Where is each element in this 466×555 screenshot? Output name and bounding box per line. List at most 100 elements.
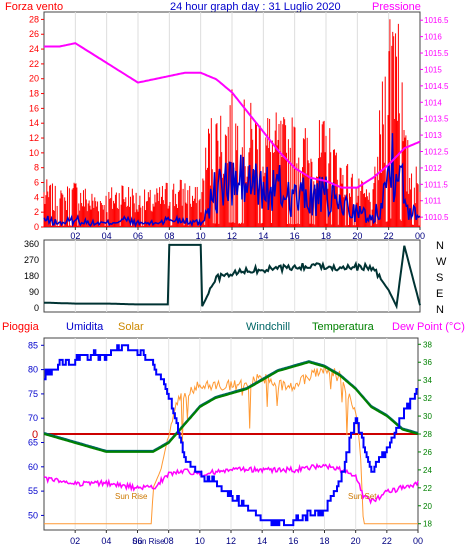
sun-set-label: Sun Set	[348, 492, 377, 501]
pressure-line	[44, 42, 421, 189]
pressure-tick-label: 1012.5	[424, 148, 449, 157]
pressure-tick-label: 1016.5	[424, 16, 449, 25]
time-tick-label: 14	[258, 231, 268, 241]
time-tick-label: 18	[319, 536, 329, 546]
dewpoint-label: Dew Point (°C)	[392, 321, 465, 333]
time-tick-label: 14	[257, 536, 267, 546]
panel3-time-axis: 02 04 06 08 10 12 14 16 18 20 22 00 Sun Rise	[70, 530, 423, 546]
gust-line	[43, 133, 421, 228]
windchill-line	[43, 360, 419, 452]
humidity-tick-label: 75	[28, 389, 38, 399]
wind-tick-label: 10	[29, 148, 39, 158]
temperature-line	[43, 361, 419, 453]
pressure-tick-label: 1014.5	[424, 82, 449, 91]
wind-tick-label: 12	[29, 133, 39, 143]
humidity-line	[44, 344, 418, 527]
wind-force-label: Forza vento	[5, 1, 63, 13]
wind-tick-label: 0	[34, 222, 39, 232]
direction-tick-label: 360	[24, 239, 39, 249]
pressure-axis: 1010.5 1011 1011.5 1012 1012.5 1013 1013.5 1014…	[420, 16, 449, 222]
sun-rise-label: Sun Rise	[115, 492, 148, 501]
compass-label: W	[436, 256, 447, 268]
humidity-tick-label: 60	[28, 462, 38, 472]
wind-pressure-panel: Forza vento 24 hour graph day : 31 Lugli…	[5, 1, 449, 241]
pressure-tick-label: 1012	[424, 164, 442, 173]
wind-tick-label: 6	[34, 178, 39, 188]
time-tick-label: 06	[133, 231, 143, 241]
time-tick-label: 10	[195, 536, 205, 546]
wind-tick-label: 22	[29, 59, 39, 69]
wind-tick-label: 16	[29, 103, 39, 113]
solar-label: Solar	[118, 321, 144, 333]
panel3-series	[43, 344, 419, 527]
time-tick-label: 10	[196, 231, 206, 241]
time-tick-label: 04	[102, 231, 112, 241]
rain-label: Pioggia	[2, 321, 40, 333]
temperature-tick-label: 36	[423, 358, 432, 367]
sun-rise-axis-label: Sun Rise	[132, 537, 165, 546]
humidity-axis: 50 55 60 65 70 75 80 85	[28, 340, 44, 520]
direction-line	[44, 243, 421, 310]
temperature-humidity-panel: Pioggia Umidita Solar Windchill Temperat…	[2, 321, 465, 546]
direction-tick-label: 270	[24, 255, 39, 265]
time-tick-label: 16	[290, 231, 300, 241]
time-tick-label: 02	[70, 231, 80, 241]
wind-tick-label: 14	[29, 118, 39, 128]
time-tick-label: 16	[288, 536, 298, 546]
humidity-tick-label: 50	[28, 510, 38, 520]
direction-tick-label: 90	[29, 287, 39, 297]
pressure-tick-label: 1016	[424, 33, 442, 42]
direction-tick-label: 180	[24, 271, 39, 281]
panel2-series	[44, 243, 421, 310]
time-tick-label: 00	[413, 536, 423, 546]
temperature-tick-label: 26	[423, 448, 432, 457]
pressure-tick-label: 1011.5	[424, 180, 448, 189]
wind-tick-label: 20	[29, 74, 39, 84]
temperature-tick-label: 32	[423, 394, 432, 403]
pressure-label: Pressione	[372, 1, 421, 13]
temperature-tick-label: 34	[423, 376, 432, 385]
temperature-tick-label: 18	[423, 520, 432, 529]
time-tick-label: 18	[321, 231, 331, 241]
dewpoint-line	[43, 462, 419, 505]
rain-zero-label: 0	[32, 429, 38, 441]
wind-tick-label: 8	[34, 163, 39, 173]
compass-label: N	[436, 304, 444, 316]
solar-line	[44, 364, 418, 525]
time-tick-label: 08	[164, 536, 174, 546]
temperature-label: Temperatura	[312, 321, 375, 333]
humidity-tick-label: 85	[28, 340, 38, 350]
time-tick-label: 12	[227, 231, 237, 241]
time-tick-label: 20	[352, 231, 362, 241]
humidity-label: Umidita	[66, 321, 104, 333]
wind-tick-label: 28	[29, 14, 39, 24]
wind-tick-label: 4	[34, 192, 39, 202]
chart-title: 24 hour graph day : 31 Luglio 2020	[170, 1, 341, 13]
pressure-tick-label: 1015.5	[424, 49, 449, 58]
windchill-label: Windchill	[246, 321, 290, 333]
time-tick-label: 12	[226, 536, 236, 546]
direction-axis: 0 90 180 270 360	[24, 239, 39, 313]
panel2-grid	[74, 240, 390, 312]
humidity-tick-label: 65	[28, 438, 38, 448]
wind-tick-label: 24	[29, 44, 39, 54]
temperature-tick-label: 30	[423, 412, 432, 421]
time-tick-label: 20	[351, 536, 361, 546]
time-tick-label: 08	[164, 231, 174, 241]
temperature-tick-label: 24	[423, 466, 432, 475]
temperature-tick-label: 38	[423, 340, 432, 349]
temperature-axis: 18 20 22 24 26 28 30 32 34 36 38	[418, 340, 432, 529]
compass-label: N	[436, 240, 444, 252]
pressure-tick-label: 1011	[424, 197, 442, 206]
direction-tick-label: 0	[34, 303, 39, 313]
wind-tick-label: 18	[29, 89, 39, 99]
temperature-tick-label: 28	[423, 430, 432, 439]
compass-label: S	[436, 272, 443, 284]
pressure-tick-label: 1014	[424, 98, 442, 107]
compass-label: E	[436, 288, 443, 300]
humidity-tick-label: 80	[28, 365, 38, 375]
